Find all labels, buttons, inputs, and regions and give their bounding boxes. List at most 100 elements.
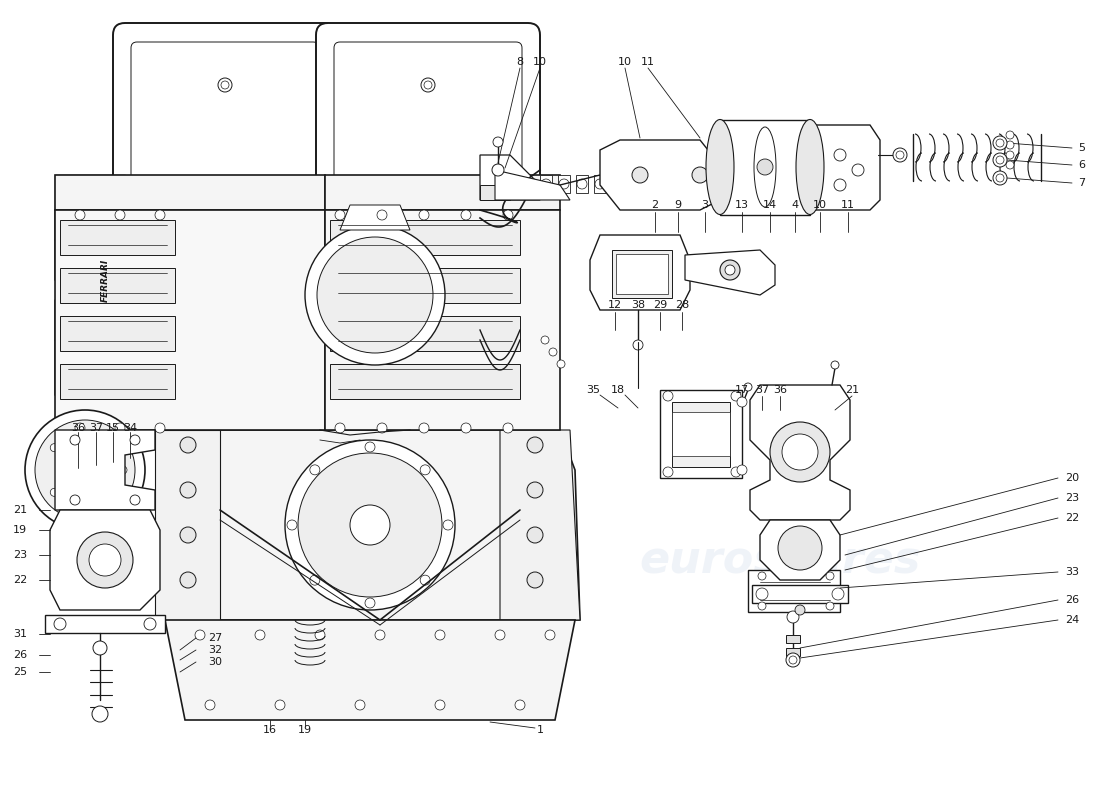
- Polygon shape: [60, 220, 175, 255]
- Circle shape: [996, 156, 1004, 164]
- Circle shape: [51, 444, 58, 452]
- Polygon shape: [600, 140, 720, 210]
- Circle shape: [336, 210, 345, 220]
- Circle shape: [119, 466, 126, 474]
- Circle shape: [1006, 131, 1014, 139]
- Polygon shape: [60, 364, 175, 399]
- Circle shape: [744, 383, 752, 391]
- Circle shape: [92, 502, 101, 510]
- FancyBboxPatch shape: [316, 23, 540, 222]
- Circle shape: [336, 423, 345, 433]
- Polygon shape: [330, 268, 520, 303]
- Circle shape: [557, 360, 565, 368]
- Circle shape: [94, 641, 107, 655]
- Circle shape: [75, 210, 85, 220]
- Circle shape: [737, 397, 747, 407]
- Circle shape: [419, 210, 429, 220]
- Circle shape: [375, 630, 385, 640]
- Circle shape: [75, 423, 85, 433]
- Text: 36: 36: [72, 423, 85, 433]
- Circle shape: [757, 159, 773, 175]
- Circle shape: [70, 495, 80, 505]
- Polygon shape: [324, 210, 560, 430]
- Text: 10: 10: [534, 57, 547, 67]
- Circle shape: [993, 171, 1007, 185]
- Polygon shape: [630, 175, 642, 193]
- Text: 16: 16: [263, 725, 277, 735]
- Circle shape: [993, 153, 1007, 167]
- Circle shape: [434, 630, 446, 640]
- Ellipse shape: [706, 119, 734, 214]
- Circle shape: [663, 467, 673, 477]
- Circle shape: [527, 482, 543, 498]
- Polygon shape: [160, 430, 580, 620]
- Circle shape: [298, 453, 442, 597]
- Circle shape: [221, 81, 229, 89]
- Circle shape: [544, 630, 556, 640]
- Bar: [720, 120, 810, 215]
- FancyBboxPatch shape: [334, 42, 522, 204]
- Circle shape: [355, 700, 365, 710]
- Circle shape: [287, 520, 297, 530]
- Bar: [660, 390, 743, 478]
- Text: 6: 6: [1078, 160, 1085, 170]
- Circle shape: [720, 260, 740, 280]
- Circle shape: [130, 435, 140, 445]
- Polygon shape: [55, 240, 160, 300]
- Circle shape: [92, 430, 101, 438]
- Text: 19: 19: [13, 525, 28, 535]
- Polygon shape: [805, 125, 880, 210]
- Polygon shape: [750, 385, 850, 520]
- Circle shape: [155, 423, 165, 433]
- Text: 10: 10: [618, 57, 632, 67]
- Circle shape: [632, 167, 648, 183]
- Circle shape: [595, 179, 605, 189]
- Text: 1: 1: [537, 725, 543, 735]
- Circle shape: [789, 656, 797, 664]
- Circle shape: [25, 410, 145, 530]
- Circle shape: [786, 653, 800, 667]
- Circle shape: [421, 78, 434, 92]
- Ellipse shape: [796, 119, 824, 214]
- Bar: [786, 635, 800, 643]
- Text: 20: 20: [1065, 473, 1079, 483]
- Circle shape: [993, 136, 1007, 150]
- Bar: [752, 585, 848, 603]
- Circle shape: [632, 340, 644, 350]
- Circle shape: [770, 422, 830, 482]
- Circle shape: [830, 361, 839, 369]
- Text: 36: 36: [773, 385, 786, 395]
- Circle shape: [896, 151, 904, 159]
- Text: eurospares: eurospares: [639, 538, 921, 582]
- Circle shape: [218, 78, 232, 92]
- Circle shape: [1006, 161, 1014, 169]
- Bar: [672, 402, 730, 467]
- Polygon shape: [500, 430, 580, 620]
- Circle shape: [377, 210, 387, 220]
- Circle shape: [834, 149, 846, 161]
- Text: 34: 34: [123, 423, 138, 433]
- Polygon shape: [60, 316, 175, 351]
- Circle shape: [737, 465, 747, 475]
- Polygon shape: [55, 175, 125, 210]
- Text: 38: 38: [631, 300, 645, 310]
- Ellipse shape: [754, 127, 776, 207]
- Text: 37: 37: [89, 423, 103, 433]
- Text: 26: 26: [13, 650, 28, 660]
- Polygon shape: [558, 175, 570, 193]
- Circle shape: [180, 572, 196, 588]
- Circle shape: [285, 440, 455, 610]
- Text: 8: 8: [516, 57, 524, 67]
- Text: 28: 28: [675, 300, 689, 310]
- Circle shape: [492, 164, 504, 176]
- Text: 33: 33: [1065, 567, 1079, 577]
- Polygon shape: [55, 210, 324, 430]
- Circle shape: [365, 598, 375, 608]
- Circle shape: [795, 605, 805, 615]
- Text: 11: 11: [842, 200, 855, 210]
- Text: 12: 12: [608, 300, 623, 310]
- Circle shape: [996, 139, 1004, 147]
- Circle shape: [527, 572, 543, 588]
- Polygon shape: [685, 250, 775, 295]
- Polygon shape: [55, 430, 155, 510]
